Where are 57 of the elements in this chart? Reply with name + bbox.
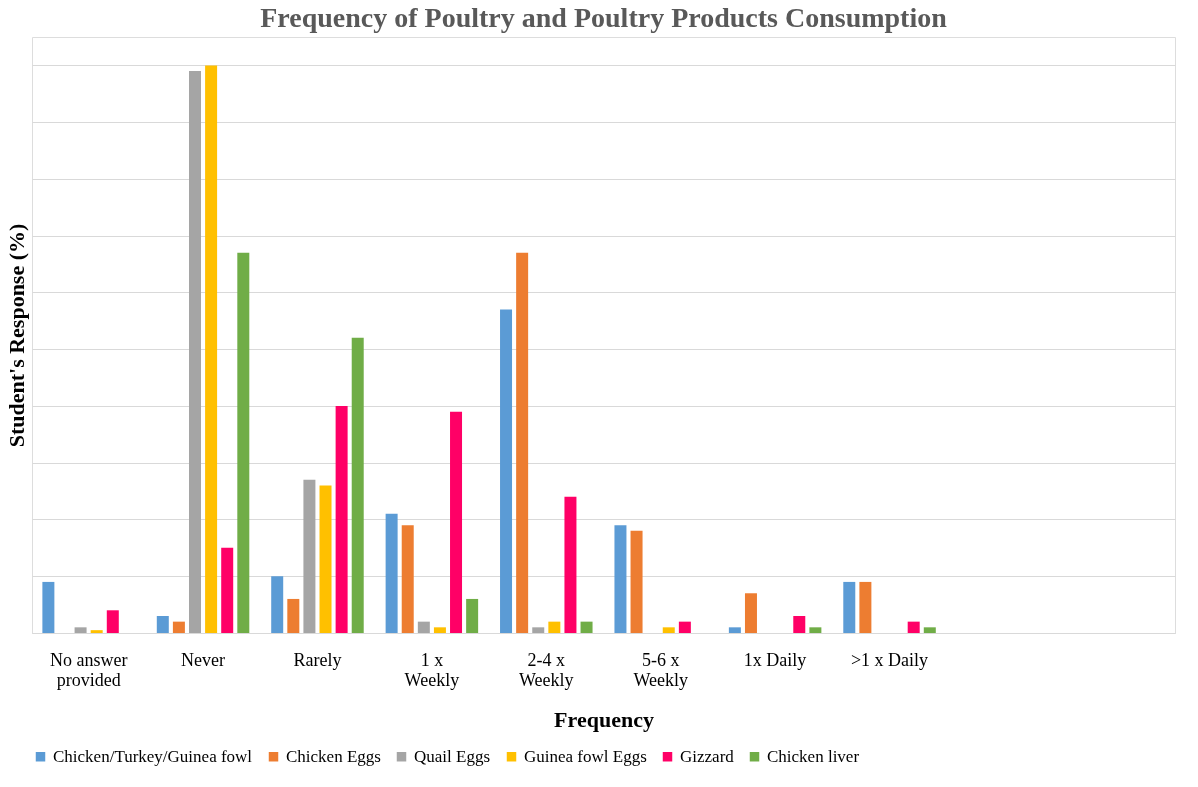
bar	[319, 485, 332, 633]
bar	[580, 621, 593, 633]
bar	[189, 71, 201, 633]
y-axis-title: Student's Response (%)	[3, 223, 29, 448]
bar	[271, 576, 284, 633]
bar	[548, 621, 561, 633]
bar	[351, 337, 364, 633]
bar	[385, 513, 398, 633]
bar	[744, 593, 757, 633]
bar	[106, 610, 119, 633]
x-tick-label: 1 x Weekly	[404, 649, 460, 690]
legend-label: Gizzard	[680, 746, 735, 766]
chart-title: Frequency of Poultry and Poultry Products Consumption	[260, 2, 948, 33]
bar	[809, 627, 822, 633]
bar	[335, 405, 348, 633]
bar	[205, 65, 218, 633]
bar	[90, 630, 103, 633]
bar	[843, 581, 856, 633]
bar	[678, 621, 691, 633]
bar	[221, 547, 234, 633]
x-tick-label: 1x Daily	[743, 649, 807, 670]
bar	[614, 525, 627, 633]
bar	[728, 627, 741, 633]
bar	[287, 598, 300, 633]
bar	[500, 309, 513, 633]
bar	[516, 252, 529, 633]
bar	[42, 581, 55, 633]
x-tick-label: Never	[181, 649, 226, 670]
x-tick-label: >1 x Daily	[850, 649, 929, 670]
bar	[450, 411, 463, 633]
bar	[401, 525, 414, 633]
bar	[74, 627, 87, 633]
legend-label: Quail Eggs	[414, 746, 491, 766]
bar	[237, 252, 250, 633]
legend-label: Chicken/Turkey/Guinea fowl	[53, 746, 253, 766]
bar	[630, 530, 643, 633]
bar	[793, 615, 806, 633]
legend-label: Guinea fowl Eggs	[524, 746, 647, 766]
bar	[662, 627, 675, 633]
bar	[433, 627, 446, 633]
bar	[466, 598, 479, 633]
bar	[907, 621, 920, 633]
legend-label: Chicken Eggs	[286, 746, 381, 766]
bar	[417, 621, 430, 633]
bar	[564, 496, 577, 633]
bar	[156, 615, 169, 633]
bar	[859, 581, 872, 633]
bar	[532, 627, 545, 633]
x-axis-title: Frequency	[554, 706, 654, 732]
x-tick-label: 2-4 x Weekly	[519, 649, 574, 690]
x-tick-label: 5-6 x Weekly	[633, 649, 688, 690]
legend-label: Chicken liver	[767, 746, 860, 766]
x-tick-label: No answer provided	[49, 649, 128, 690]
bar	[172, 621, 185, 633]
bar	[303, 479, 316, 633]
x-tick-label: Rarely	[293, 649, 342, 670]
bar	[923, 627, 936, 633]
